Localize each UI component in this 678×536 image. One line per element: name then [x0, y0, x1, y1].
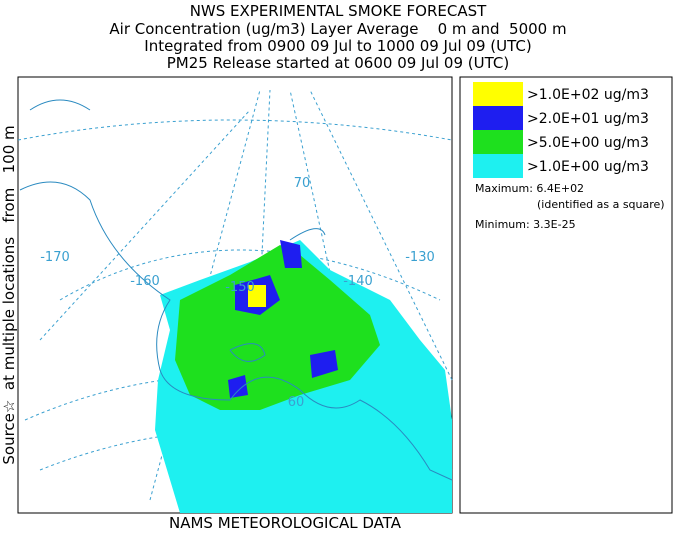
legend: Maximum: 6.4E+02 (identified as a square… [459, 76, 673, 514]
minimum: Minimum: 3.3E-25 [475, 218, 576, 231]
map-label: 70 [294, 176, 311, 191]
concentration-area [248, 285, 266, 307]
map-label: -140 [343, 274, 373, 289]
maximum-note: (identified as a square) [537, 198, 665, 211]
concentration-area [310, 350, 338, 378]
legend-swatch [473, 106, 523, 130]
map: -170 -160 -150 -140 -130 70 60 [17, 76, 453, 514]
subtitle: PM25 Release started at 0600 09 Jul 09 (… [167, 54, 509, 72]
maximum: Maximum: 6.4E+02 [475, 182, 584, 195]
footer: NAMS METEOROLOGICAL DATA [169, 514, 402, 532]
subtitle: Air Concentration (ug/m3) Layer Average … [109, 20, 566, 38]
map-label: 60 [288, 395, 305, 410]
legend-swatch [473, 154, 523, 178]
title: NWS EXPERIMENTAL SMOKE FORECAST [190, 2, 487, 20]
legend-label: >1.0E+02 ug/m3 [527, 87, 649, 103]
coastline [19, 99, 453, 481]
legend-label: >1.0E+00 ug/m3 [527, 159, 649, 175]
legend-swatch [473, 82, 523, 106]
map-label: -160 [130, 274, 160, 289]
map-label: -150 [225, 280, 255, 295]
concentration-area [228, 375, 248, 398]
side-label: Source☆ at multiple locations from 100 m [0, 125, 18, 464]
subtitle: Integrated from 0900 09 Jul to 1000 09 J… [144, 37, 531, 55]
map-label: -130 [405, 250, 435, 265]
legend-swatch [473, 130, 523, 154]
map-label: -170 [40, 250, 70, 265]
legend-label: >2.0E+01 ug/m3 [527, 111, 649, 127]
concentration-area [280, 240, 302, 268]
legend-label: >5.0E+00 ug/m3 [527, 135, 649, 151]
